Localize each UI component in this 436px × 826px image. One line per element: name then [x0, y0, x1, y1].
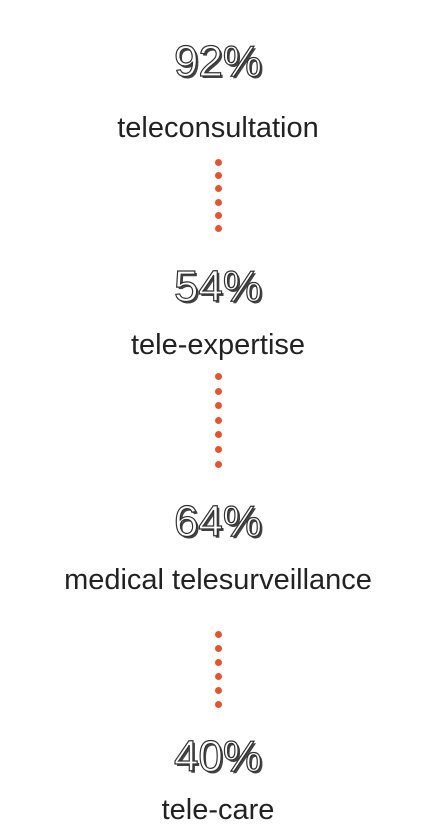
connector-dot [215, 373, 222, 380]
connector-dot [215, 185, 222, 193]
percentage: 64% [173, 497, 263, 546]
connector-dot [215, 631, 222, 638]
connector-dot [215, 687, 222, 694]
connector-dot [215, 416, 222, 424]
connector-dot [215, 402, 222, 410]
service-label: tele-care [161, 794, 275, 826]
connector-dot [215, 159, 222, 166]
percentage: 92% [173, 37, 263, 86]
connector-dot [215, 446, 222, 453]
connector-dot [215, 460, 222, 468]
percentage: 40% [173, 732, 263, 781]
connector-dot [215, 659, 222, 666]
service-label: teleconsultation [117, 112, 319, 144]
connector-dot [215, 701, 222, 708]
connector-dot [215, 387, 222, 395]
service-label: medical telesurveillance [64, 564, 372, 596]
connector-dot [215, 673, 222, 680]
connector-dot [215, 211, 222, 219]
connector-dot [215, 198, 222, 206]
connector-dot [215, 225, 222, 232]
connector-dot [215, 172, 222, 180]
service-label: tele-expertise [130, 329, 306, 361]
connector-dot [215, 645, 222, 652]
percentage: 54% [173, 262, 263, 311]
connector-dot [215, 431, 222, 439]
